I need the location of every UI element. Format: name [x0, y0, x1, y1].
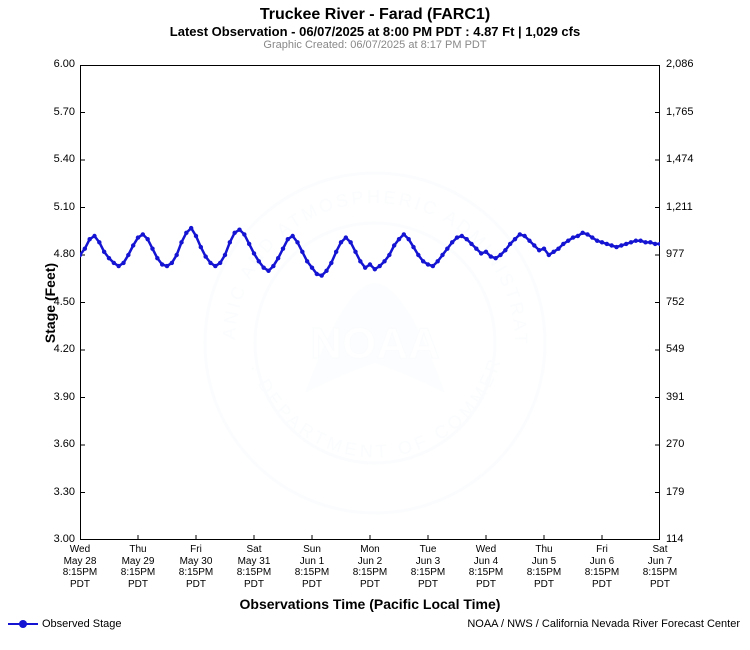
y2-tick-label: 2,086 — [666, 58, 716, 70]
y-tick-label: 6.00 — [35, 58, 75, 70]
y-tick-label: 3.30 — [35, 486, 75, 498]
y2-tick-label: 752 — [666, 296, 716, 308]
y-tick-label: 3.60 — [35, 438, 75, 450]
y2-tick-label: 549 — [666, 343, 716, 355]
x-tick-label: SatMay 318:15PMPDT — [226, 544, 282, 590]
legend-marker-sample — [19, 620, 27, 628]
x-tick-label: WedJun 48:15PMPDT — [458, 544, 514, 590]
chart-created-time: Graphic Created: 06/07/2025 at 8:17 PM P… — [0, 39, 750, 51]
x-tick-label: TueJun 38:15PMPDT — [400, 544, 456, 590]
plot-area — [80, 65, 660, 540]
y-tick-label: 4.20 — [35, 343, 75, 355]
legend-line-sample — [8, 623, 38, 625]
y2-tick-label: 977 — [666, 248, 716, 260]
chart-title: Truckee River - Farad (FARC1) — [0, 6, 750, 24]
y2-tick-label: 1,474 — [666, 153, 716, 165]
hydrograph-container: Truckee River - Farad (FARC1) Latest Obs… — [0, 0, 750, 650]
x-tick-label: ThuMay 298:15PMPDT — [110, 544, 166, 590]
x-axis-label: Observations Time (Pacific Local Time) — [80, 596, 660, 612]
x-tick-label: ThuJun 58:15PMPDT — [516, 544, 572, 590]
attribution-text: NOAA / NWS / California Nevada River For… — [467, 618, 740, 630]
y-tick-label: 5.40 — [35, 153, 75, 165]
legend: Observed Stage — [8, 618, 122, 630]
x-tick-label: WedMay 288:15PMPDT — [52, 544, 108, 590]
y-tick-label: 3.90 — [35, 391, 75, 403]
y2-tick-label: 1,765 — [666, 106, 716, 118]
x-tick-label: FriJun 68:15PMPDT — [574, 544, 630, 590]
x-tick-label: MonJun 28:15PMPDT — [342, 544, 398, 590]
y2-tick-label: 391 — [666, 391, 716, 403]
y2-tick-label: 1,211 — [666, 201, 716, 213]
y2-tick-label: 270 — [666, 438, 716, 450]
x-tick-label: SunJun 18:15PMPDT — [284, 544, 340, 590]
title-block: Truckee River - Farad (FARC1) Latest Obs… — [0, 0, 750, 51]
x-tick-label: SatJun 78:15PMPDT — [632, 544, 688, 590]
y-tick-label: 5.10 — [35, 201, 75, 213]
y-tick-label: 4.80 — [35, 248, 75, 260]
y2-tick-label: 179 — [666, 486, 716, 498]
y-tick-label: 5.70 — [35, 106, 75, 118]
legend-label: Observed Stage — [42, 618, 122, 630]
y-axis-label: Stage (Feet) — [42, 262, 58, 342]
chart-subtitle: Latest Observation - 06/07/2025 at 8:00 … — [0, 24, 750, 39]
x-tick-label: FriMay 308:15PMPDT — [168, 544, 224, 590]
